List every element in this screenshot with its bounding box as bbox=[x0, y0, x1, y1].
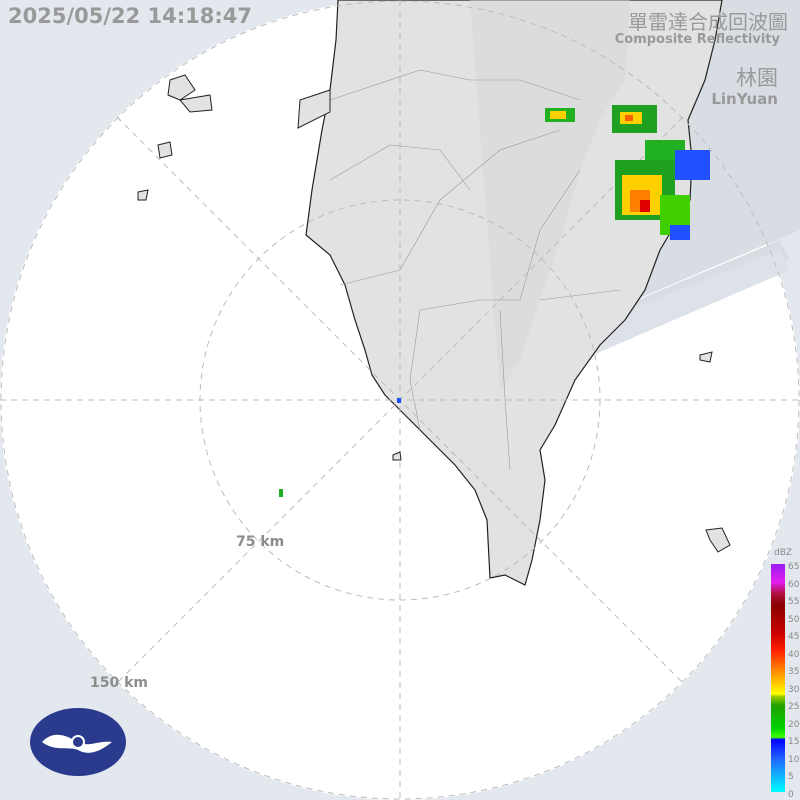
island-lanyu bbox=[699, 351, 713, 363]
legend-tick: 15 bbox=[788, 737, 800, 747]
ring-label-75: 75 km bbox=[236, 534, 285, 550]
timestamp: 2025/05/22 14:18:47 bbox=[8, 4, 253, 28]
legend-tick: 0 bbox=[788, 789, 794, 800]
legend-tick: 30 bbox=[788, 684, 800, 695]
penghu-islands bbox=[137, 74, 331, 201]
legend-tick: 50 bbox=[788, 614, 800, 625]
title-zh: 單雷達合成回波圖 bbox=[628, 10, 788, 34]
island-ludao bbox=[705, 527, 731, 553]
station-en: LinYuan bbox=[711, 90, 778, 108]
legend-unit: dBZ bbox=[774, 548, 793, 558]
legend-colorbar bbox=[771, 564, 785, 792]
legend-tick: 5 bbox=[788, 772, 794, 782]
station-zh: 林園 bbox=[736, 66, 778, 90]
legend-tick: 10 bbox=[788, 754, 800, 765]
legend-tick: 35 bbox=[788, 667, 800, 677]
mountain-shading bbox=[470, 0, 630, 390]
legend-tick: 40 bbox=[788, 649, 800, 660]
legend-tick: 55 bbox=[788, 597, 800, 607]
legend-tick: 60 bbox=[788, 579, 800, 590]
county-boundaries bbox=[329, 69, 621, 471]
legend-tick: 25 bbox=[788, 702, 800, 712]
cwa-logo bbox=[30, 708, 126, 776]
legend-tick: 20 bbox=[788, 719, 800, 730]
legend-tick: 65 bbox=[788, 562, 800, 572]
echoes bbox=[279, 105, 710, 497]
title-en: Composite Reflectivity bbox=[614, 32, 780, 47]
island-xiaoliuqiu bbox=[392, 451, 402, 461]
legend-tick: 45 bbox=[788, 632, 800, 642]
ring-label-150: 150 km bbox=[90, 675, 148, 691]
